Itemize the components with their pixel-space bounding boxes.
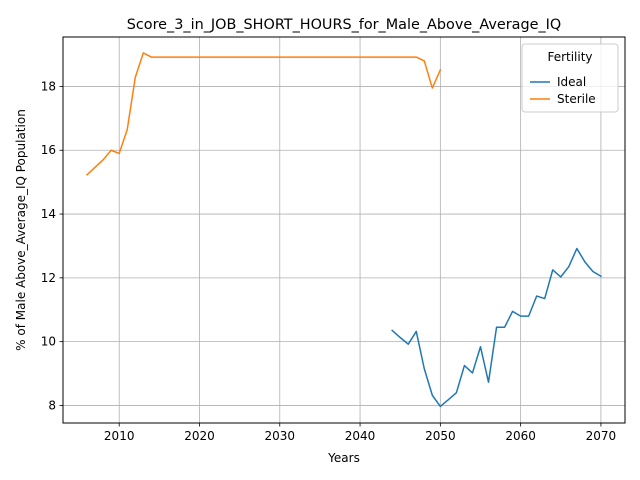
grid-lines xyxy=(63,37,625,423)
x-tick-label: 2040 xyxy=(345,429,376,443)
series-line-ideal xyxy=(391,247,602,408)
x-tick-label: 2020 xyxy=(184,429,215,443)
y-tick-label: 16 xyxy=(41,143,56,157)
legend-title: Fertility xyxy=(547,50,592,64)
legend-label-sterile: Sterile xyxy=(557,92,596,106)
x-tick-label: 2050 xyxy=(425,429,456,443)
x-axis-label: Years xyxy=(327,451,360,465)
legend: Fertility Ideal Sterile xyxy=(521,43,619,113)
y-tick-label: 18 xyxy=(41,79,56,93)
x-tick-label: 2010 xyxy=(104,429,135,443)
x-tick-label: 2060 xyxy=(505,429,536,443)
y-tick-label: 10 xyxy=(41,335,56,349)
axis-ticks: 2010 2020 2030 2040 2050 2060 2070 8 10 12 14 16 18 xyxy=(41,79,616,443)
y-tick-label: 14 xyxy=(41,207,56,221)
legend-label-ideal: Ideal xyxy=(557,75,586,89)
y-axis-label: % of Male Above_Average_IQ Population xyxy=(14,109,28,351)
series-line-sterile xyxy=(86,52,442,176)
legend-box xyxy=(521,43,619,113)
chart-title: Score_3_in_JOB_SHORT_HOURS_for_Male_Abov… xyxy=(127,17,562,33)
y-tick-label: 12 xyxy=(41,271,56,285)
series-lines xyxy=(86,52,602,408)
x-tick-label: 2070 xyxy=(586,429,617,443)
plot-frame xyxy=(62,36,626,424)
x-tick-label: 2030 xyxy=(264,429,295,443)
y-tick-label: 8 xyxy=(48,398,56,412)
